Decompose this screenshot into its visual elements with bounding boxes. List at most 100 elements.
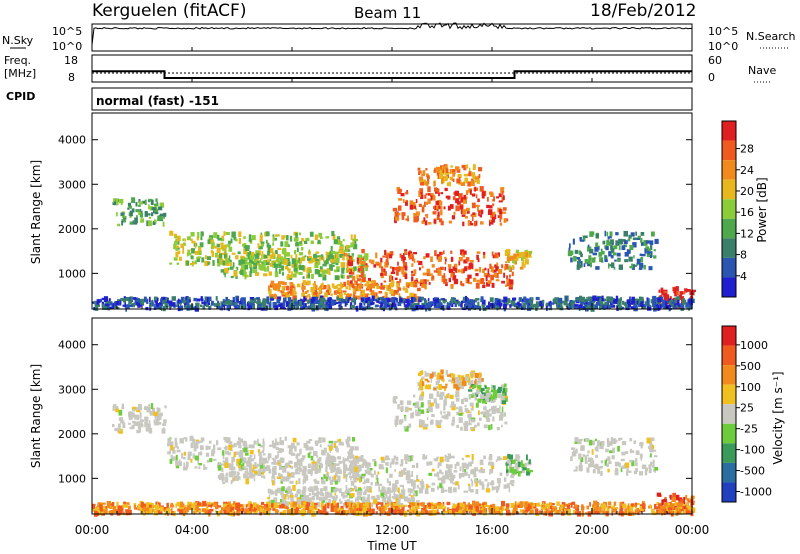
echo-cell bbox=[234, 302, 238, 306]
echo-cell bbox=[434, 473, 438, 477]
echo-cell bbox=[649, 443, 652, 447]
echo-cell bbox=[410, 497, 415, 503]
echo-cell bbox=[436, 171, 442, 176]
echo-cell bbox=[121, 220, 124, 226]
echo-cell bbox=[267, 465, 270, 470]
echo-cell bbox=[481, 411, 484, 415]
echo-cell bbox=[529, 299, 534, 305]
echo-cell bbox=[449, 269, 454, 273]
echo-cell bbox=[478, 480, 481, 483]
echo-cell bbox=[596, 440, 601, 446]
echo-cell bbox=[649, 461, 653, 466]
echo-cell bbox=[330, 486, 336, 493]
echo-cell bbox=[330, 503, 335, 510]
echo-cell bbox=[602, 240, 606, 245]
echo-cell bbox=[656, 502, 660, 506]
echo-cell bbox=[561, 502, 566, 507]
echo-cell bbox=[421, 296, 424, 301]
echo-cell bbox=[442, 299, 447, 302]
echo-cell bbox=[444, 470, 448, 476]
echo-cell bbox=[630, 450, 635, 453]
echo-cell bbox=[573, 469, 578, 472]
echo-cell bbox=[122, 505, 124, 512]
echo-cell bbox=[268, 302, 272, 308]
echo-cell bbox=[222, 455, 225, 460]
echo-cell bbox=[424, 201, 426, 207]
echo-cell bbox=[358, 488, 362, 491]
echo-cell bbox=[236, 298, 239, 303]
echo-cell bbox=[528, 299, 532, 303]
echo-cell bbox=[384, 496, 388, 499]
echo-cell bbox=[554, 297, 559, 301]
echo-cell bbox=[352, 240, 355, 244]
echo-cell bbox=[321, 270, 325, 277]
echo-cell bbox=[346, 498, 350, 505]
colorbar-tick-label: 20 bbox=[740, 185, 754, 198]
echo-cell bbox=[437, 211, 440, 217]
echo-cell bbox=[204, 509, 208, 514]
echo-cell bbox=[362, 257, 364, 260]
echo-cell bbox=[363, 303, 366, 306]
echo-cell bbox=[407, 488, 412, 493]
echo-cell bbox=[393, 488, 395, 495]
echo-cell bbox=[348, 488, 353, 491]
colorbar-segment bbox=[722, 218, 736, 239]
echo-cell bbox=[596, 510, 601, 514]
echo-cell bbox=[273, 497, 278, 503]
echo-cell bbox=[174, 437, 177, 443]
echo-cell bbox=[298, 501, 300, 507]
echo-cell bbox=[364, 300, 369, 303]
echo-cell bbox=[302, 478, 305, 485]
echo-cell bbox=[169, 458, 173, 464]
echo-cell bbox=[469, 411, 472, 414]
echo-cell bbox=[376, 506, 379, 510]
echo-cell bbox=[281, 486, 285, 492]
echo-cell bbox=[644, 470, 648, 476]
echo-cell bbox=[161, 305, 163, 311]
echo-cell bbox=[624, 259, 629, 263]
echo-cell bbox=[230, 464, 233, 467]
echo-cell bbox=[669, 296, 672, 300]
echo-cell bbox=[101, 297, 105, 301]
echo-cell bbox=[635, 462, 638, 467]
echo-cell bbox=[519, 297, 522, 302]
echo-cell bbox=[410, 283, 413, 287]
echo-cell bbox=[216, 247, 221, 254]
echo-cell bbox=[242, 464, 244, 467]
echo-cell bbox=[290, 493, 294, 496]
echo-cell bbox=[504, 264, 509, 270]
echo-cell bbox=[443, 301, 446, 304]
echo-cell bbox=[333, 442, 337, 448]
echo-cell bbox=[588, 463, 591, 468]
echo-cell bbox=[595, 266, 600, 270]
echo-cell bbox=[295, 262, 299, 268]
echo-cell bbox=[570, 257, 573, 263]
echo-cell bbox=[275, 438, 277, 443]
echo-cell bbox=[341, 299, 345, 304]
echo-cell bbox=[308, 305, 312, 310]
echo-cell bbox=[179, 438, 184, 444]
echo-cell bbox=[228, 240, 231, 246]
colorbar-tick-label: 8 bbox=[740, 249, 747, 262]
echo-cell bbox=[611, 507, 614, 512]
echo-cell bbox=[328, 446, 333, 451]
echo-cell bbox=[304, 475, 308, 481]
echo-cell bbox=[645, 248, 649, 253]
echo-cell bbox=[471, 306, 473, 309]
echo-cell bbox=[383, 302, 388, 309]
echo-cell bbox=[198, 510, 202, 513]
echo-cell bbox=[576, 264, 580, 270]
echo-cell bbox=[368, 462, 371, 467]
echo-cell bbox=[475, 298, 480, 301]
echo-cell bbox=[302, 305, 306, 309]
echo-cell bbox=[433, 387, 437, 391]
echo-cell bbox=[572, 238, 575, 245]
echo-cell bbox=[239, 259, 241, 263]
echo-cell bbox=[290, 291, 295, 296]
echo-cell bbox=[394, 211, 398, 218]
echo-cell bbox=[218, 462, 221, 468]
echo-cell bbox=[438, 205, 441, 209]
echo-cell bbox=[465, 257, 470, 262]
echo-cell bbox=[577, 439, 582, 445]
echo-cell bbox=[608, 264, 611, 267]
